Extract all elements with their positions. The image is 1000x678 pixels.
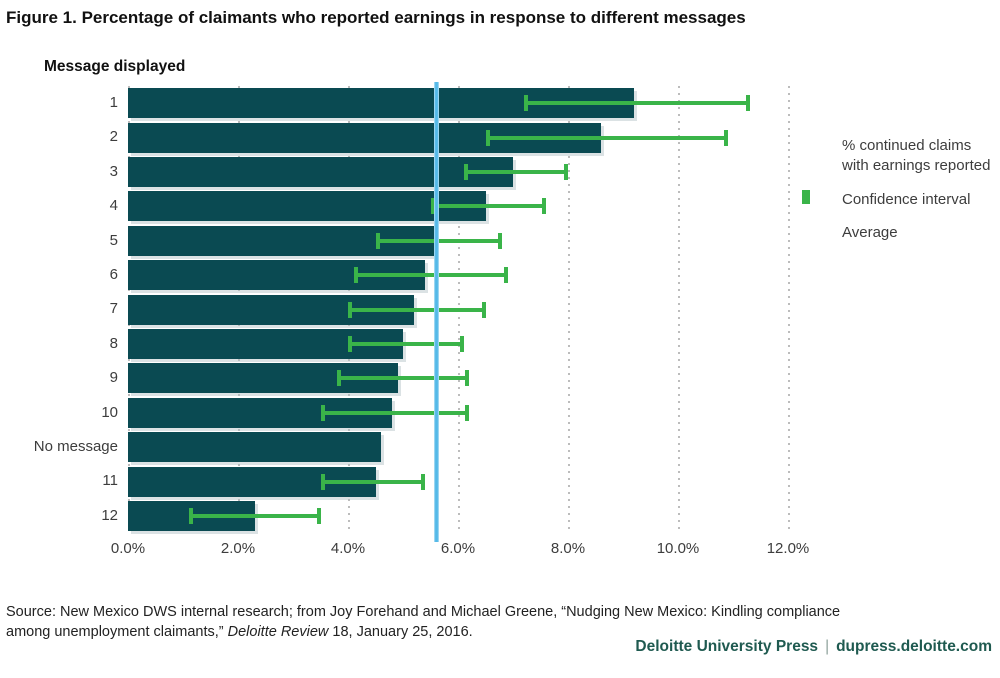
legend: % continued claims with earnings reporte… [806,136,998,243]
category-label: 6 [109,266,118,283]
bar [128,191,486,222]
category-label: 5 [109,231,118,249]
legend-average-label: Average [842,223,898,241]
footer-url: dupress.deloitte.com [836,638,992,655]
category-label: 4 [109,197,118,215]
gridline [788,86,790,533]
gridline [678,86,680,533]
category-label: 9 [109,369,118,387]
category-label: 2 [109,128,118,146]
category-label: 11 [102,472,118,490]
legend-bar-label: % continued claims with earnings reporte… [842,137,991,175]
x-tick-label: 6.0% [440,540,476,557]
confidence-interval [375,232,502,249]
source-line2-post: 18, January 25, 2016. [328,624,473,640]
bar [128,157,513,187]
category-label: No message [33,438,118,455]
confidence-interval [337,370,469,387]
legend-item-bar: % continued claims with earnings reporte… [806,136,998,177]
category-label: 7 [109,300,118,318]
source-line1: Source: New Mexico DWS internal research… [6,604,841,620]
chart-area: 0.0% 2.0% 4.0% 6.0% 8.0% 10.0% 12.0% 1 2 3 4 5 6 7 8 9 1… [6,82,994,568]
source-line2-pre: among unemployment claimants,” [6,624,228,640]
x-tick-label: 0.0% [110,540,146,557]
source-italic-title: Deloitte Review [227,624,329,640]
figure-title: Figure 1. Percentage of claimants who re… [6,8,746,27]
legend-item-confidence-interval: Confidence interval [806,190,998,210]
confidence-interval [353,267,508,284]
footer-separator: | [825,638,830,655]
category-label: 8 [109,334,118,352]
x-tick-label: 10.0% [656,540,700,557]
average-line [433,82,439,542]
gridline [568,86,570,533]
x-tick-label: 2.0% [220,540,256,557]
confidence-interval [524,95,750,112]
confidence-interval [320,404,469,421]
confidence-interval [320,473,425,490]
category-label: 1 [109,94,118,111]
source-note: Source: New Mexico DWS internal research… [6,602,991,642]
x-tick-label: 4.0% [330,540,366,557]
x-tick-label: 8.0% [550,540,586,557]
x-tick-label: 12.0% [766,540,810,557]
confidence-interval [348,336,464,352]
footer-brand: Deloitte University Press [635,638,819,655]
category-label: 10 [101,403,118,421]
confidence-interval [430,198,546,215]
confidence-interval [188,508,321,524]
publisher-footer: Deloitte University Press | dupress.deloit… [635,638,992,656]
y-axis-title: Message displayed [44,58,186,75]
category-label: 12 [101,506,118,524]
bar [128,432,381,463]
category-label: 3 [109,162,118,180]
legend-item-average: Average [806,223,998,243]
confidence-interval [485,129,728,146]
confidence-interval [348,301,486,318]
confidence-interval [463,164,568,180]
legend-ci-label: Confidence interval [842,190,971,208]
